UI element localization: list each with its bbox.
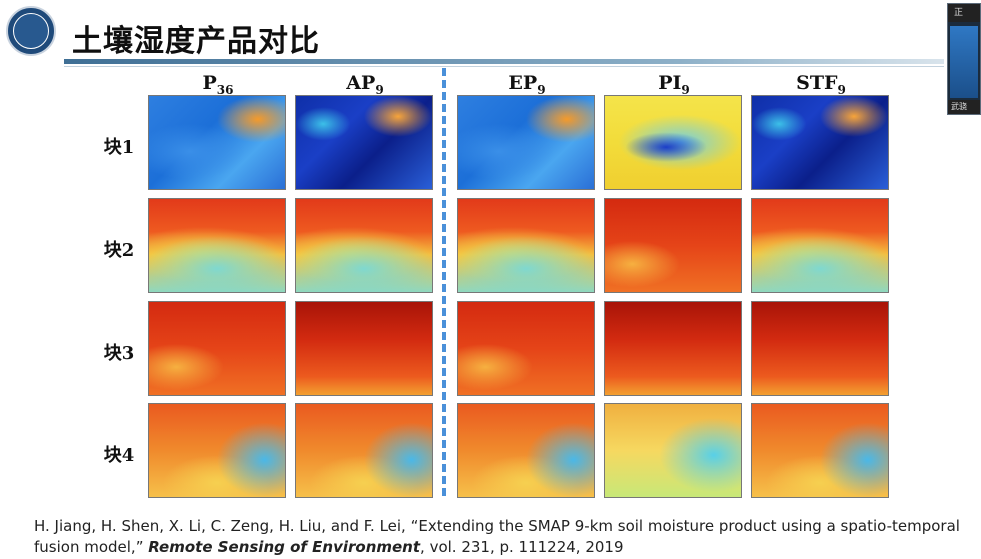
map-tile-r4-p36: [148, 403, 286, 498]
map-tile-r4-ap9: [295, 403, 433, 498]
title-underline-thin: [64, 66, 944, 67]
reference-authors: H. Jiang, H. Shen, X. Li, C. Zeng, H. Li…: [34, 517, 960, 556]
map-tile-r1-ep9: [457, 95, 595, 190]
map-tile-r1-stf9: [751, 95, 889, 190]
map-tile-r4-stf9: [751, 403, 889, 498]
column-label-ep9: EP9: [508, 72, 546, 97]
row-label-3: 块3: [103, 343, 135, 364]
map-tile-r2-p36: [148, 198, 286, 293]
reference-details: , vol. 231, p. 111224, 2019: [420, 538, 624, 556]
row-label-2: 块2: [103, 240, 135, 261]
column-label-ap9: AP9: [346, 72, 384, 97]
column-label-pi9: PI9: [658, 72, 690, 97]
map-tile-r1-p36: [148, 95, 286, 190]
map-tile-r3-pi9: [604, 301, 742, 396]
map-tile-r2-ep9: [457, 198, 595, 293]
map-tile-r2-pi9: [604, 198, 742, 293]
slide-title: 土壤湿度产品对比: [72, 24, 320, 59]
webcam-header: 正: [948, 4, 980, 22]
row-label-4: 块4: [103, 445, 135, 466]
map-tile-r1-ap9: [295, 95, 433, 190]
webcam-footer: 武骁: [948, 100, 980, 114]
map-tile-r2-ap9: [295, 198, 433, 293]
column-label-stf9: STF9: [796, 72, 846, 97]
map-tile-r4-pi9: [604, 403, 742, 498]
row-label-1: 块1: [103, 137, 135, 158]
reference-citation: H. Jiang, H. Shen, X. Li, C. Zeng, H. Li…: [34, 516, 974, 558]
university-logo: [6, 6, 56, 56]
webcam-thumbnail[interactable]: 正 武骁: [947, 3, 981, 115]
webcam-screen: [950, 26, 978, 98]
map-tile-r2-stf9: [751, 198, 889, 293]
map-tile-r1-pi9: [604, 95, 742, 190]
map-tile-r3-stf9: [751, 301, 889, 396]
title-underline: [64, 59, 944, 64]
column-divider: [442, 68, 446, 496]
map-tile-r3-ap9: [295, 301, 433, 396]
map-tile-r4-ep9: [457, 403, 595, 498]
map-tile-r3-ep9: [457, 301, 595, 396]
map-tile-r3-p36: [148, 301, 286, 396]
column-label-p36: P36: [202, 72, 234, 97]
reference-journal: Remote Sensing of Environment: [148, 538, 421, 556]
